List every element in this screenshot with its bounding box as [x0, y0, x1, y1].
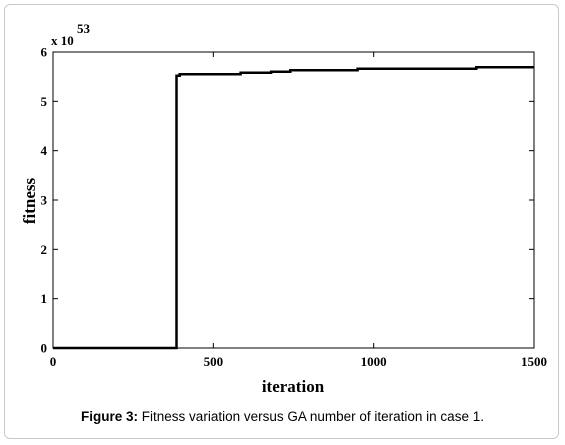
- y-tick-label: 3: [41, 193, 48, 208]
- fitness-series-line: [53, 66, 534, 350]
- y-tick-label: 1: [41, 291, 48, 306]
- x-axis-label: iteration: [262, 377, 325, 396]
- x-tick-label: 1500: [521, 354, 547, 369]
- y-tick-label: 6: [41, 45, 48, 60]
- y-tick-label: 4: [41, 143, 48, 158]
- x-tick-label: 500: [204, 354, 224, 369]
- y-tick-label: 0: [41, 341, 48, 356]
- y-scale-label: x 10: [51, 33, 74, 48]
- y-axis-label: fitness: [20, 177, 39, 224]
- y-scale-exponent: 53: [77, 21, 91, 36]
- y-tick-label: 2: [41, 242, 48, 257]
- plot-area-border: [52, 51, 535, 349]
- x-tick-label: 0: [50, 354, 57, 369]
- caption-text: Fitness variation versus GA number of it…: [138, 409, 484, 424]
- x-tick-label: 1000: [361, 354, 387, 369]
- caption-label: Figure 3:: [81, 409, 139, 424]
- figure-caption: Figure 3: Fitness variation versus GA nu…: [0, 409, 565, 424]
- fitness-chart: 0 500 1000 1500 0 1 2 3 4 5 6 fitness iteration x …: [20, 21, 547, 396]
- figure-frame: [4, 4, 559, 439]
- y-tick-label: 5: [41, 94, 48, 109]
